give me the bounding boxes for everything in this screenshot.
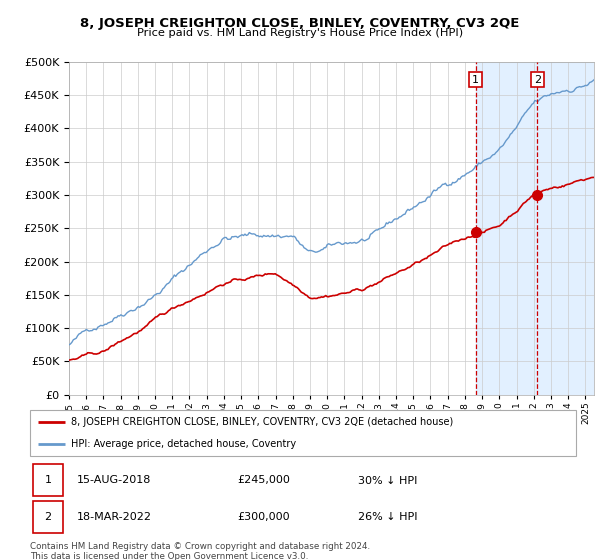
Text: £300,000: £300,000 xyxy=(238,512,290,522)
Text: Price paid vs. HM Land Registry's House Price Index (HPI): Price paid vs. HM Land Registry's House … xyxy=(137,28,463,38)
Text: £245,000: £245,000 xyxy=(238,475,290,486)
Text: 1: 1 xyxy=(472,74,479,85)
FancyBboxPatch shape xyxy=(33,501,63,533)
FancyBboxPatch shape xyxy=(30,410,576,456)
Text: 15-AUG-2018: 15-AUG-2018 xyxy=(76,475,151,486)
Text: 30% ↓ HPI: 30% ↓ HPI xyxy=(358,475,417,486)
Text: 1: 1 xyxy=(44,475,52,486)
Text: 18-MAR-2022: 18-MAR-2022 xyxy=(76,512,151,522)
Text: 26% ↓ HPI: 26% ↓ HPI xyxy=(358,512,417,522)
FancyBboxPatch shape xyxy=(33,464,63,497)
Text: 8, JOSEPH CREIGHTON CLOSE, BINLEY, COVENTRY, CV3 2QE: 8, JOSEPH CREIGHTON CLOSE, BINLEY, COVEN… xyxy=(80,17,520,30)
Text: 2: 2 xyxy=(534,74,541,85)
Text: Contains HM Land Registry data © Crown copyright and database right 2024.
This d: Contains HM Land Registry data © Crown c… xyxy=(30,542,370,560)
Text: HPI: Average price, detached house, Coventry: HPI: Average price, detached house, Cove… xyxy=(71,440,296,450)
Text: 8, JOSEPH CREIGHTON CLOSE, BINLEY, COVENTRY, CV3 2QE (detached house): 8, JOSEPH CREIGHTON CLOSE, BINLEY, COVEN… xyxy=(71,417,453,427)
Text: 2: 2 xyxy=(44,512,52,522)
Bar xyxy=(476,62,594,395)
